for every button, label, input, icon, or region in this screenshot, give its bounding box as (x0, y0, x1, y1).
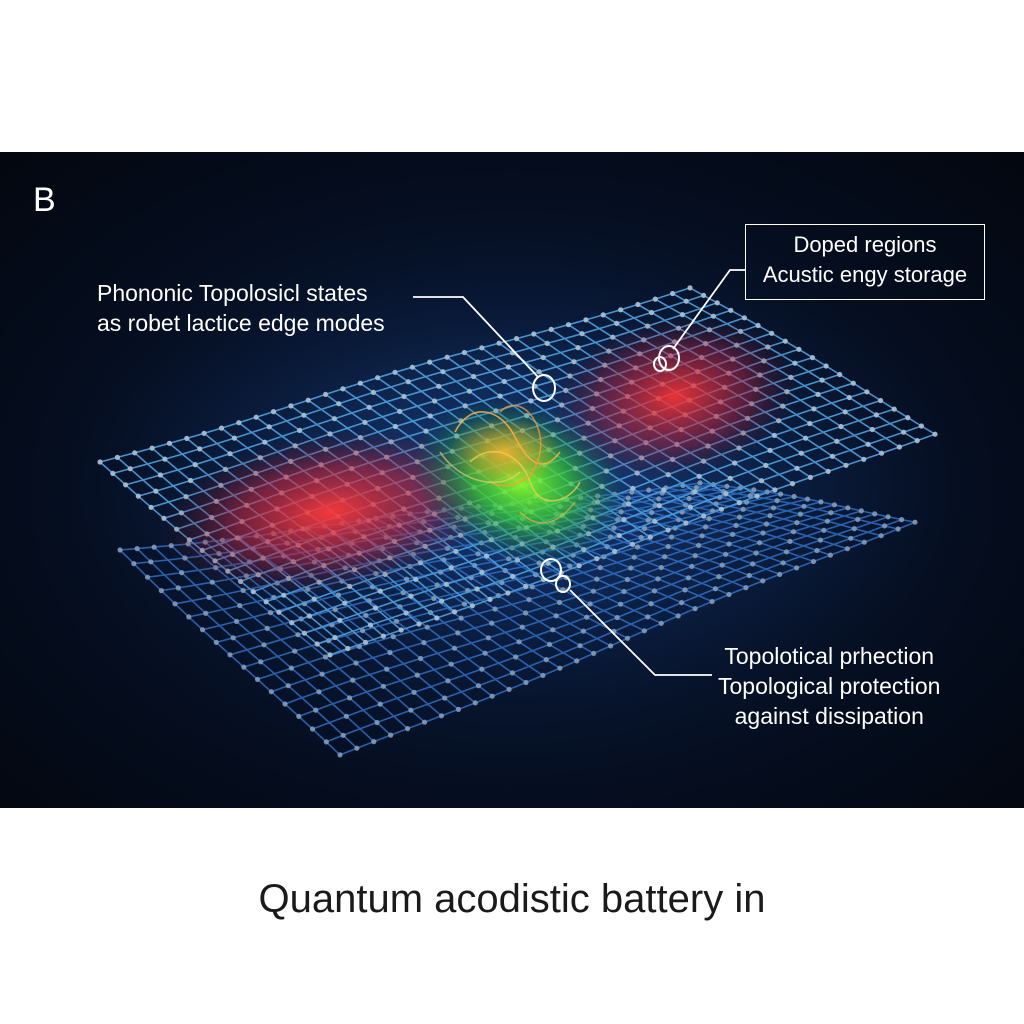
probe-rings (532, 345, 680, 593)
leader-line-doped-regions (672, 269, 745, 350)
leader-line-protection (569, 589, 712, 676)
callout-line: Topological protection (718, 673, 941, 699)
lattice-illustration (60, 252, 980, 758)
callout-line: as robet lactice edge modes (97, 310, 385, 336)
callout-line: Doped regions (793, 232, 937, 257)
panel-letter: B (33, 181, 56, 219)
leader-lines (413, 269, 745, 676)
callout-topological-states: Phononic Topolosicl states as robet lact… (97, 278, 385, 338)
probe-ring-bottom-2 (555, 575, 571, 593)
edge-mode-strands (439, 404, 581, 524)
edge-mode-glow (450, 417, 560, 487)
probe-ring-left (532, 374, 556, 402)
callout-doped-regions: Doped regions Acustic engy storage (745, 224, 985, 300)
leader-line-topological-states (413, 296, 539, 378)
probe-ring-right-2 (653, 356, 667, 372)
figure-caption: Quantum acodistic battery in (258, 877, 766, 921)
callout-protection: Topolotical prhection Topological protec… (718, 641, 940, 731)
probe-ring-bottom (540, 558, 562, 582)
callout-line: Phononic Topolosicl states (97, 280, 368, 306)
callout-line: Acustic engy storage (762, 262, 968, 287)
doped-region-right-glow (551, 315, 799, 479)
callout-line: against dissipation (734, 703, 924, 729)
callout-line: Topolotical prhection (724, 643, 935, 669)
lattice-figure: B Phononic Topolosicl states as robet la… (0, 152, 1024, 808)
